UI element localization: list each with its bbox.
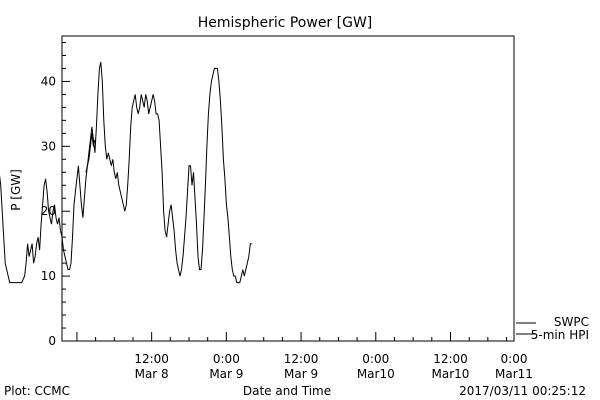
y-tick-label: 0: [48, 334, 56, 348]
y-axis-label: P [GW]: [9, 169, 23, 211]
plot-credit: Plot: CCMC: [4, 384, 70, 398]
x-tick-time-label: 0:00: [213, 352, 240, 366]
legend: SWPC 5-min HPI: [516, 315, 589, 342]
x-tick-date-label: Mar11: [495, 367, 533, 381]
x-tick-date-label: Mar10: [357, 367, 395, 381]
x-tick-time-label: 12:00: [134, 352, 169, 366]
plot-timestamp: 2017/03/11 00:25:12: [459, 384, 586, 398]
series-layer: [0, 61, 252, 284]
plot-frame: [61, 35, 515, 342]
series-line-swpc: [0, 61, 252, 284]
x-tick-date-label: Mar10: [432, 367, 470, 381]
x-tick-time-label: 12:00: [284, 352, 319, 366]
y-tick-label: 30: [41, 139, 56, 153]
y-tick-label: 10: [41, 269, 56, 283]
y-tick-label: 40: [41, 74, 56, 88]
x-tick-time-label: 0:00: [501, 352, 528, 366]
x-tick-date-label: Mar 9: [209, 367, 243, 381]
x-axis-label: Date and Time: [243, 384, 331, 398]
x-tick-date-label: Mar 8: [135, 367, 169, 381]
series-line-5min-hpi: [85, 133, 96, 173]
x-tick-date-label: Mar 9: [284, 367, 318, 381]
legend-label-5min-hpi: 5-min HPI: [531, 328, 589, 342]
legend-label-swpc: SWPC: [554, 315, 589, 329]
x-tick-time-label: 12:00: [433, 352, 468, 366]
chart-title: Hemispheric Power [GW]: [198, 15, 373, 31]
x-tick-time-label: 0:00: [362, 352, 389, 366]
